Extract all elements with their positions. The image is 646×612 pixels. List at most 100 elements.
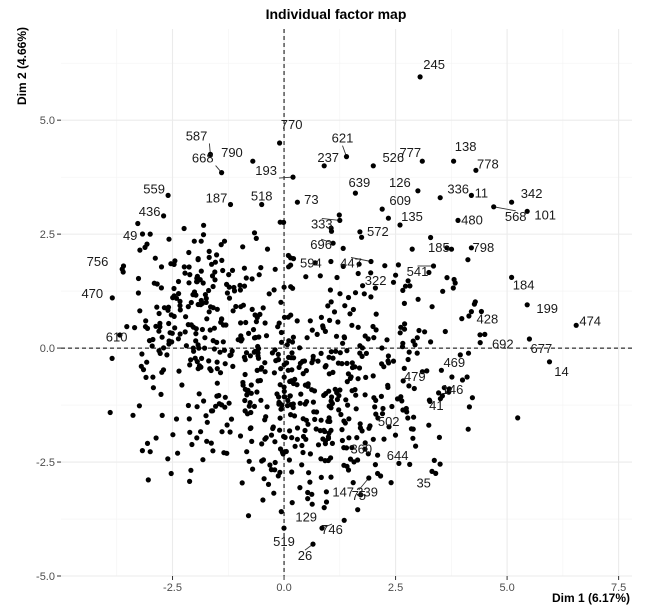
- data-point: [333, 333, 340, 339]
- data-point: [165, 304, 172, 310]
- data-point: [251, 403, 257, 409]
- point-label: 668: [192, 151, 214, 166]
- data-point: [299, 462, 305, 468]
- data-point: [210, 408, 216, 414]
- data-point: [260, 497, 266, 503]
- data-point: [271, 287, 277, 293]
- data-point: [275, 357, 282, 363]
- data-point: [335, 319, 341, 325]
- labeled-data-point: [227, 201, 234, 208]
- data-point: [275, 324, 281, 330]
- data-point: [450, 285, 456, 291]
- data-point: [360, 283, 366, 289]
- data-point: [407, 283, 413, 289]
- data-point: [350, 306, 356, 313]
- labeled-data-point: [424, 368, 430, 374]
- data-point: [263, 435, 269, 441]
- data-point: [248, 390, 254, 396]
- data-point: [515, 415, 521, 421]
- data-point: [379, 345, 385, 351]
- data-point: [294, 425, 301, 431]
- data-point: [371, 335, 377, 341]
- data-point: [426, 269, 432, 276]
- data-point: [260, 305, 266, 311]
- data-point: [153, 435, 159, 441]
- data-point: [414, 350, 420, 356]
- data-point: [171, 285, 177, 292]
- data-point: [359, 234, 365, 240]
- data-point: [135, 290, 141, 296]
- data-point: [216, 401, 222, 407]
- point-label: 126: [389, 175, 411, 190]
- data-point: [380, 405, 386, 412]
- data-point: [202, 335, 208, 341]
- data-point: [252, 312, 258, 318]
- data-point: [344, 348, 350, 354]
- data-point: [247, 353, 253, 359]
- labeled-data-point: [370, 436, 376, 442]
- point-label: 138: [455, 139, 477, 154]
- data-point: [284, 403, 291, 409]
- data-point: [331, 309, 338, 315]
- data-point: [185, 402, 191, 409]
- data-point: [478, 308, 484, 315]
- data-point: [317, 428, 323, 434]
- data-point: [276, 394, 282, 400]
- point-label: 75: [352, 488, 366, 503]
- data-point: [339, 361, 345, 367]
- data-point: [305, 489, 311, 496]
- data-point: [206, 254, 212, 260]
- data-point: [237, 282, 243, 288]
- data-point: [187, 429, 193, 435]
- data-point: [356, 261, 362, 267]
- data-point: [313, 426, 319, 432]
- data-point: [266, 291, 272, 297]
- labeled-data-point: [165, 192, 171, 198]
- data-point: [405, 278, 411, 284]
- data-point: [303, 274, 309, 280]
- labeled-data-point: [451, 158, 457, 164]
- data-point: [257, 377, 263, 384]
- point-label: 185: [428, 240, 450, 255]
- data-point: [250, 327, 257, 333]
- labeled-data-point: [468, 192, 474, 198]
- point-label: 568: [505, 209, 527, 224]
- labeled-data-point: [343, 154, 350, 160]
- data-point: [173, 416, 180, 422]
- data-point: [258, 265, 264, 271]
- y-tick-label: 2.5: [40, 229, 55, 241]
- point-label: 184: [513, 277, 535, 292]
- data-point: [448, 246, 455, 252]
- data-point: [297, 360, 303, 366]
- data-point: [222, 361, 228, 367]
- y-tick-label: 5.0: [40, 115, 55, 127]
- data-point: [138, 363, 144, 369]
- data-point: [270, 424, 276, 430]
- labeled-data-point: [132, 325, 138, 331]
- data-point: [182, 270, 188, 276]
- data-point: [401, 300, 407, 306]
- data-point: [247, 425, 253, 432]
- data-point: [411, 385, 417, 392]
- data-point: [271, 490, 277, 496]
- data-point: [394, 396, 401, 402]
- data-point: [340, 245, 346, 251]
- data-point: [330, 369, 336, 375]
- data-point: [297, 485, 303, 491]
- data-point: [385, 215, 391, 221]
- data-point: [303, 417, 309, 423]
- data-point: [405, 415, 411, 421]
- data-point: [358, 492, 364, 498]
- data-point: [357, 425, 363, 431]
- x-axis-title: Dim 1 (6.17%): [552, 591, 630, 605]
- point-label: 677: [531, 341, 553, 356]
- data-point: [249, 438, 255, 444]
- data-point: [139, 231, 146, 237]
- data-point: [139, 448, 145, 454]
- data-point: [251, 335, 258, 341]
- data-point: [107, 409, 113, 416]
- point-label: 193: [255, 163, 277, 178]
- data-point: [189, 441, 195, 448]
- data-point: [277, 382, 283, 388]
- data-point: [226, 400, 232, 406]
